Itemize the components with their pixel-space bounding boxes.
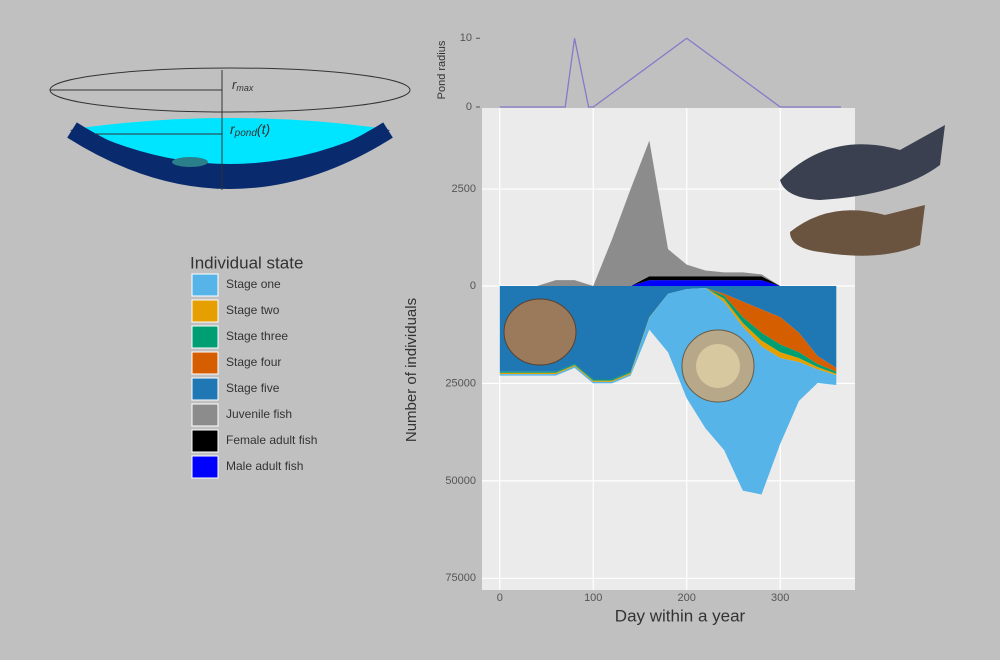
area xyxy=(499,287,837,380)
pond-sediment xyxy=(67,122,393,189)
y-tick-label: 25000 xyxy=(445,377,476,389)
legend-swatch xyxy=(191,351,219,375)
legend-swatch xyxy=(191,299,219,323)
rpond-label: rpond(t) xyxy=(230,121,270,139)
legend-title: Individual state xyxy=(190,253,303,272)
symbol: r xyxy=(232,77,237,92)
area xyxy=(499,280,837,286)
photos xyxy=(503,125,945,403)
legend-label: Stage two xyxy=(226,303,280,317)
subscript: max xyxy=(236,83,254,93)
legend-label: Stage three xyxy=(226,329,288,343)
subscript: pond xyxy=(234,128,258,139)
fish-photo xyxy=(780,125,945,200)
egg-yolk xyxy=(696,344,740,388)
legend-label: Male adult fish xyxy=(226,459,303,473)
y-tick-label: 0 xyxy=(466,101,472,113)
rmax-label: rmax xyxy=(232,77,254,93)
symbol: r xyxy=(230,121,236,137)
x-tick-label: 200 xyxy=(678,592,696,604)
x-axis-label: Day within a year xyxy=(615,606,746,625)
y-tick-label: 50000 xyxy=(445,475,476,487)
legend-swatch xyxy=(191,429,219,453)
legend-swatch xyxy=(191,403,219,427)
fish-photo xyxy=(790,205,925,256)
x-tick-label: 0 xyxy=(497,592,503,604)
legend-label: Female adult fish xyxy=(226,433,317,447)
area xyxy=(499,276,837,286)
legend-label: Stage five xyxy=(226,381,280,395)
x-tick-label: 100 xyxy=(584,592,602,604)
y-tick-label: 10 xyxy=(460,32,472,44)
legend-label: Stage one xyxy=(226,277,281,291)
pond-y-label: Pond radius xyxy=(436,40,448,99)
legend-label: Juvenile fish xyxy=(226,407,292,421)
marks xyxy=(499,37,841,495)
legend-swatch xyxy=(191,325,219,349)
legend-swatch xyxy=(191,377,219,401)
x-tick-label: 300 xyxy=(771,592,789,604)
y-tick-label: 2500 xyxy=(452,183,476,195)
legend-label: Stage four xyxy=(226,355,281,369)
egg-photo xyxy=(503,298,577,366)
pond-water xyxy=(80,118,380,164)
fish-icon xyxy=(172,157,208,167)
pond-diagram: rmax rpond(t) xyxy=(49,67,411,190)
area xyxy=(499,287,837,495)
pond-radius-line xyxy=(499,37,841,108)
area xyxy=(499,140,837,286)
y-tick-label: 0 xyxy=(470,280,476,292)
y-tick-label: 75000 xyxy=(445,572,476,584)
legend: Stage one Stage two Stage three Stage four S… xyxy=(191,273,317,479)
y-axis-label: Number of individuals xyxy=(403,298,420,442)
argument: (t) xyxy=(257,121,270,137)
area xyxy=(499,286,837,380)
legend-swatch xyxy=(191,455,219,479)
legend-swatch xyxy=(191,273,219,297)
